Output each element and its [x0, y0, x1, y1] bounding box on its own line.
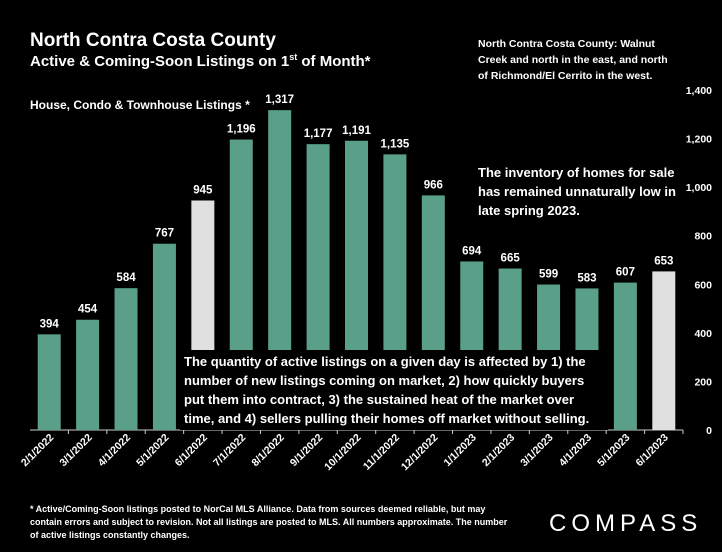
bar [37, 334, 61, 430]
bar [76, 319, 100, 430]
data-label: 599 [539, 269, 558, 281]
chart-title: North Contra Costa County [30, 30, 276, 51]
bar [152, 243, 176, 430]
inventory-annotation: The inventory of homes for sale has rema… [478, 165, 676, 218]
y-tick-label: 200 [694, 376, 712, 388]
y-tick-label: 1,200 [686, 134, 712, 146]
x-tick-label: 12/1/2022 [399, 432, 441, 474]
x-tick-label: 2/1/2023 [480, 432, 517, 469]
data-label: 1,317 [265, 94, 294, 106]
data-label: 1,191 [342, 125, 371, 137]
bar [652, 271, 676, 430]
y-tick-label: 600 [694, 279, 712, 291]
x-tick-label: 1/1/2023 [441, 432, 478, 469]
bar [613, 282, 637, 430]
compass-logo: COMPASS [549, 510, 703, 537]
y-tick-label: 0 [706, 425, 712, 437]
y-tick-label: 400 [694, 328, 712, 340]
data-label: 607 [616, 267, 635, 279]
data-label: 966 [424, 179, 443, 191]
footnote: * Active/Coming-Soon listings posted to … [30, 504, 508, 540]
x-tick-label: 9/1/2022 [288, 432, 325, 469]
data-label: 653 [654, 255, 673, 267]
data-label: 454 [78, 304, 98, 316]
data-label: 583 [577, 272, 596, 284]
data-label: 1,196 [227, 124, 256, 136]
x-tick-label: 4/1/2022 [96, 432, 133, 469]
chart-subtitle: Active & Coming-Soon Listings on 1st of … [30, 52, 371, 70]
x-tick-label: 7/1/2022 [211, 432, 248, 469]
series-label: House, Condo & Townhouse Listings * [30, 98, 250, 112]
x-tick-label: 11/1/2022 [361, 432, 402, 473]
bar [114, 288, 138, 430]
y-tick-label: 1,400 [686, 85, 712, 97]
y-tick-label: 1,000 [686, 182, 712, 194]
data-label: 1,177 [304, 128, 333, 140]
x-tick-label: 2/1/2022 [19, 432, 56, 469]
x-tick-label: 5/1/2022 [134, 432, 171, 469]
x-tick-label: 5/1/2023 [595, 432, 632, 469]
data-label: 584 [116, 272, 136, 284]
data-label: 945 [193, 185, 213, 197]
x-tick-label: 3/1/2023 [518, 432, 555, 469]
data-label: 694 [462, 245, 482, 257]
x-tick-label: 6/1/2022 [173, 432, 210, 469]
x-tick-label: 6/1/2023 [634, 432, 671, 469]
data-label: 767 [155, 228, 174, 240]
x-tick-label: 4/1/2023 [557, 432, 594, 469]
quantity-annotation: The quantity of active listings on a giv… [180, 350, 608, 430]
data-label: 1,135 [381, 138, 410, 150]
region-note: North Contra Costa County: Walnut Creek … [478, 38, 668, 82]
data-label: 394 [40, 318, 60, 330]
x-tick-label: 3/1/2022 [57, 432, 94, 469]
y-tick-label: 800 [694, 231, 712, 243]
x-tick-label: 8/1/2022 [249, 432, 286, 469]
x-tick-label: 10/1/2022 [322, 432, 364, 474]
data-label: 665 [501, 253, 521, 265]
